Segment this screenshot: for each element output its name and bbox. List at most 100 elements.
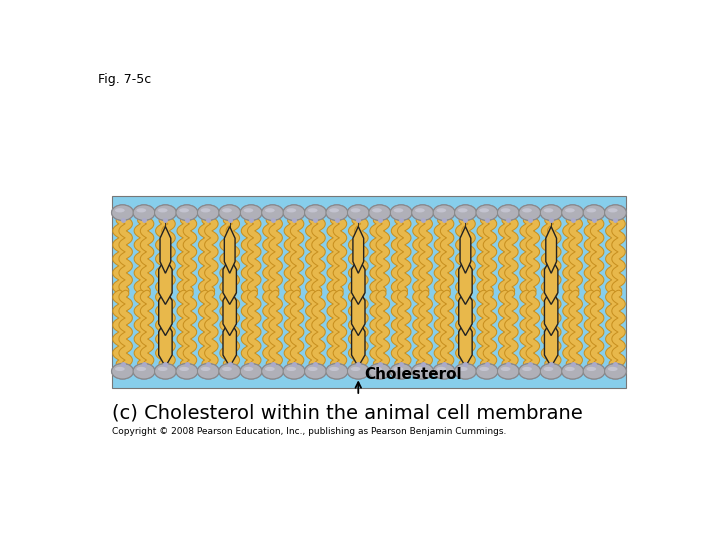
Ellipse shape (582, 204, 606, 221)
Ellipse shape (133, 363, 155, 379)
Ellipse shape (154, 204, 177, 221)
Polygon shape (544, 320, 558, 367)
Ellipse shape (519, 363, 541, 379)
Ellipse shape (112, 363, 133, 379)
Ellipse shape (454, 363, 477, 380)
Ellipse shape (115, 367, 125, 371)
Ellipse shape (175, 363, 199, 380)
Polygon shape (546, 227, 557, 273)
Ellipse shape (261, 205, 284, 220)
Ellipse shape (561, 363, 584, 380)
Polygon shape (158, 320, 172, 367)
Ellipse shape (154, 363, 177, 380)
Ellipse shape (326, 205, 348, 220)
Ellipse shape (304, 363, 327, 380)
Ellipse shape (346, 363, 370, 380)
Polygon shape (459, 258, 472, 305)
Ellipse shape (518, 363, 541, 380)
Ellipse shape (412, 205, 433, 220)
Ellipse shape (433, 205, 455, 220)
Ellipse shape (136, 367, 146, 371)
Ellipse shape (369, 205, 390, 220)
Ellipse shape (390, 363, 413, 380)
Ellipse shape (476, 363, 498, 379)
Ellipse shape (240, 205, 262, 220)
Ellipse shape (197, 204, 220, 221)
Ellipse shape (454, 205, 477, 220)
Ellipse shape (390, 205, 412, 220)
Ellipse shape (497, 204, 520, 221)
Ellipse shape (305, 205, 326, 220)
Ellipse shape (111, 363, 134, 380)
Ellipse shape (265, 208, 275, 212)
Ellipse shape (325, 363, 348, 380)
Ellipse shape (522, 208, 532, 212)
Ellipse shape (287, 208, 296, 212)
Ellipse shape (604, 363, 627, 380)
Ellipse shape (498, 363, 519, 379)
Ellipse shape (475, 363, 498, 380)
Ellipse shape (176, 363, 198, 379)
Ellipse shape (368, 363, 392, 380)
Ellipse shape (115, 208, 125, 212)
Ellipse shape (243, 367, 253, 371)
Ellipse shape (475, 204, 498, 221)
Ellipse shape (240, 363, 262, 379)
Ellipse shape (540, 205, 562, 220)
Ellipse shape (201, 208, 210, 212)
Ellipse shape (518, 204, 541, 221)
Polygon shape (544, 258, 558, 305)
Ellipse shape (133, 205, 155, 220)
Ellipse shape (608, 367, 618, 371)
Ellipse shape (197, 205, 219, 220)
Ellipse shape (544, 208, 554, 212)
Ellipse shape (222, 208, 232, 212)
Polygon shape (160, 227, 171, 273)
Ellipse shape (197, 363, 220, 380)
Ellipse shape (500, 208, 510, 212)
Ellipse shape (240, 363, 263, 380)
Ellipse shape (372, 208, 382, 212)
Ellipse shape (346, 204, 370, 221)
Ellipse shape (458, 208, 467, 212)
Ellipse shape (329, 367, 339, 371)
Polygon shape (459, 289, 472, 335)
Ellipse shape (158, 367, 168, 371)
Ellipse shape (454, 363, 477, 379)
Ellipse shape (351, 208, 361, 212)
Ellipse shape (415, 208, 425, 212)
Polygon shape (351, 258, 365, 305)
Ellipse shape (287, 367, 296, 371)
Ellipse shape (604, 204, 627, 221)
Ellipse shape (454, 204, 477, 221)
Ellipse shape (261, 204, 284, 221)
Ellipse shape (179, 367, 189, 371)
Ellipse shape (368, 204, 392, 221)
Ellipse shape (369, 363, 390, 379)
Ellipse shape (412, 363, 433, 379)
Ellipse shape (390, 363, 412, 379)
Polygon shape (351, 289, 365, 335)
Ellipse shape (605, 363, 626, 379)
Ellipse shape (605, 205, 626, 220)
Ellipse shape (562, 363, 583, 379)
Ellipse shape (394, 367, 403, 371)
Polygon shape (223, 289, 236, 335)
Polygon shape (460, 227, 471, 273)
Ellipse shape (348, 205, 369, 220)
Ellipse shape (608, 208, 618, 212)
Ellipse shape (240, 204, 263, 221)
Ellipse shape (175, 204, 199, 221)
Ellipse shape (500, 367, 510, 371)
Text: Copyright © 2008 Pearson Education, Inc., publishing as Pearson Benjamin Cumming: Copyright © 2008 Pearson Education, Inc.… (112, 427, 506, 436)
Ellipse shape (305, 363, 326, 379)
Ellipse shape (304, 204, 327, 221)
Ellipse shape (476, 205, 498, 220)
Polygon shape (158, 289, 172, 335)
Ellipse shape (326, 363, 348, 379)
Ellipse shape (155, 205, 176, 220)
Ellipse shape (348, 363, 369, 379)
Ellipse shape (539, 204, 563, 221)
Bar (112, 195, 626, 388)
Ellipse shape (433, 204, 456, 221)
